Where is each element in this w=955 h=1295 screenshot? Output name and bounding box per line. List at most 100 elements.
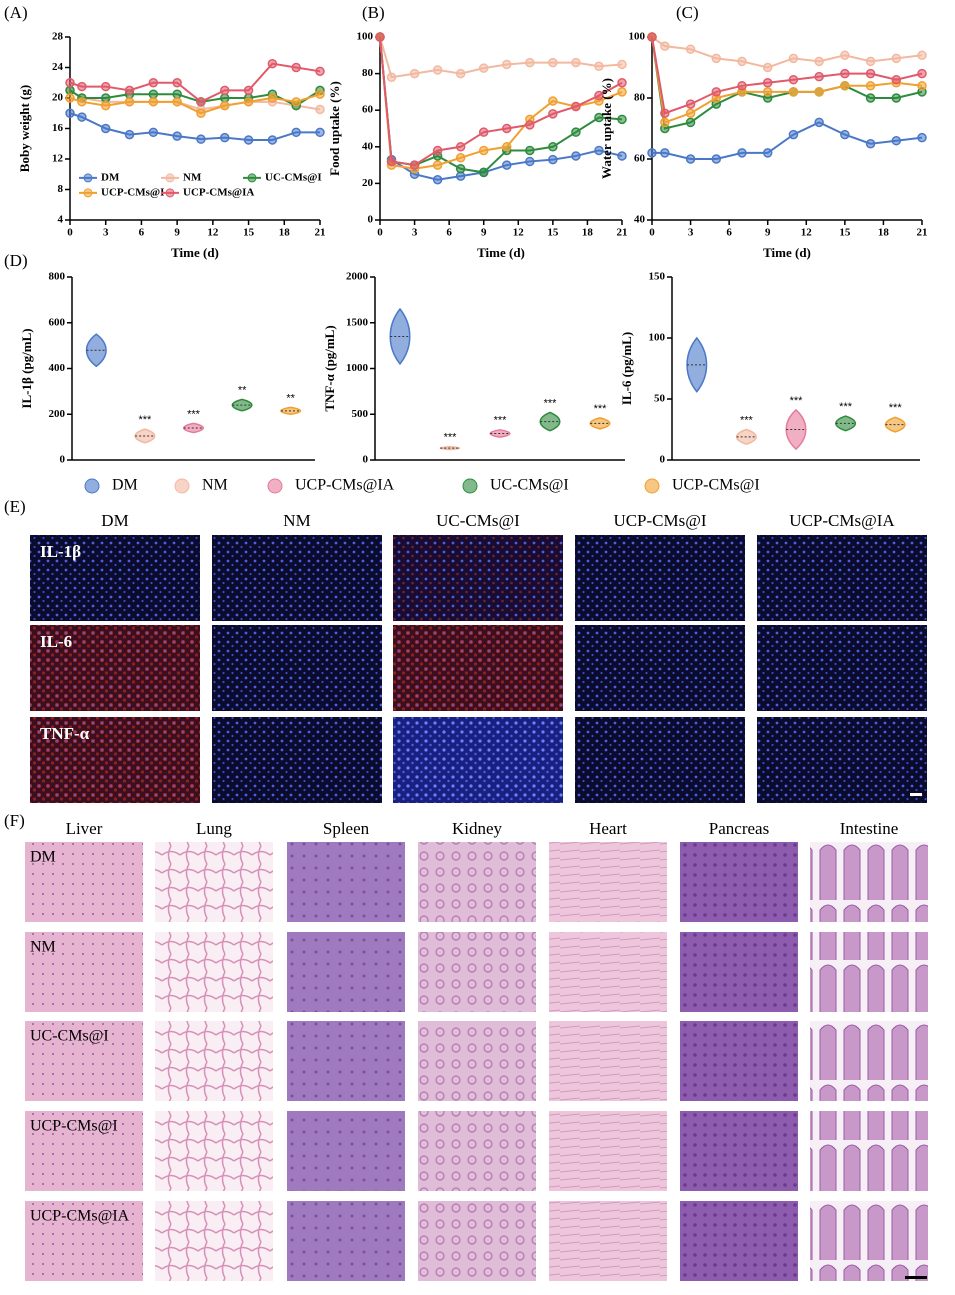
data-point xyxy=(548,96,558,106)
data-point xyxy=(478,127,489,137)
histology-image xyxy=(810,1111,928,1191)
data-point xyxy=(840,81,850,91)
y-tick-label: 500 xyxy=(352,408,369,420)
histology-image xyxy=(418,842,536,922)
data-point xyxy=(148,97,159,107)
significance: *** xyxy=(138,414,152,426)
panel-label: (C) xyxy=(676,3,699,22)
data-point xyxy=(478,63,489,73)
y-axis-title: Water uptake (%) xyxy=(599,78,614,179)
histology-image xyxy=(155,1201,273,1281)
fluorescence-image xyxy=(212,625,382,711)
x-tick-label: 0 xyxy=(649,227,655,239)
significance: ** xyxy=(286,392,295,404)
legend-marker xyxy=(174,478,190,494)
data-point xyxy=(196,108,206,118)
histology-image xyxy=(25,1201,143,1281)
y-tick-label: 20 xyxy=(52,92,64,104)
y-tick-label: 50 xyxy=(654,393,666,405)
histology-image xyxy=(287,932,405,1012)
legend-label: DM xyxy=(101,171,120,183)
y-tick-label: 40 xyxy=(634,214,646,226)
x-axis-title: Time (d) xyxy=(171,245,219,260)
x-tick-label: 21 xyxy=(617,227,628,239)
data-point xyxy=(891,135,902,146)
data-point xyxy=(243,97,254,107)
data-point xyxy=(660,148,670,158)
legend-marker xyxy=(83,188,93,198)
data-point xyxy=(375,32,385,42)
significance: *** xyxy=(187,408,201,420)
y-axis-title: IL-1β (pg/mL) xyxy=(19,328,34,408)
histology-image xyxy=(155,1111,273,1191)
histology-image xyxy=(25,1111,143,1191)
panel-label: (A) xyxy=(4,3,28,22)
data-point xyxy=(100,93,111,103)
data-point xyxy=(571,127,581,137)
data-point xyxy=(124,129,135,140)
legend-marker xyxy=(247,173,257,183)
panel-label: (F) xyxy=(4,811,25,830)
y-axis-title: Boby weight (g) xyxy=(17,85,32,172)
data-point xyxy=(865,68,876,79)
data-point xyxy=(291,127,301,138)
x-tick-label: 12 xyxy=(513,227,525,239)
data-point xyxy=(525,145,535,156)
data-point xyxy=(100,100,111,111)
row-label: IL-6 xyxy=(40,632,72,651)
data-point xyxy=(737,56,747,67)
y-tick-label: 20 xyxy=(362,177,374,189)
legend-label: UCP-CMs@IA xyxy=(295,477,395,494)
data-point xyxy=(865,93,876,103)
data-point xyxy=(525,120,535,130)
data-point xyxy=(548,154,558,165)
data-point xyxy=(814,56,824,67)
column-header: Pancreas xyxy=(709,819,769,838)
histology-image xyxy=(810,1201,928,1281)
legend-marker xyxy=(165,188,175,198)
data-point xyxy=(525,57,535,68)
data-point xyxy=(891,53,902,64)
x-axis-title: Time (d) xyxy=(477,245,525,260)
data-point xyxy=(196,97,206,107)
data-point xyxy=(594,61,604,72)
histology-image xyxy=(25,1021,143,1101)
data-point xyxy=(220,132,230,143)
data-point xyxy=(548,142,558,152)
x-tick-label: 21 xyxy=(315,227,326,239)
series-line xyxy=(379,36,623,167)
data-point xyxy=(432,160,443,170)
y-tick-label: 600 xyxy=(49,316,66,328)
x-tick-label: 12 xyxy=(801,227,813,239)
fluorescence-image xyxy=(575,535,745,621)
data-point xyxy=(917,132,927,143)
data-point xyxy=(196,134,206,144)
y-tick-label: 16 xyxy=(52,122,64,134)
fluorescence-image xyxy=(393,625,563,711)
x-tick-label: 18 xyxy=(279,227,291,239)
data-point xyxy=(840,68,850,79)
data-point xyxy=(77,97,87,107)
data-point xyxy=(100,123,111,134)
significance: ** xyxy=(238,384,247,396)
data-point xyxy=(502,142,512,152)
y-tick-label: 4 xyxy=(58,214,64,226)
row-label: IL-1β xyxy=(40,542,81,561)
y-tick-label: 150 xyxy=(649,271,666,283)
data-point xyxy=(77,81,87,92)
data-point xyxy=(502,160,512,170)
fluorescence-image xyxy=(757,535,927,621)
legend-label: NM xyxy=(183,171,202,183)
significance: *** xyxy=(740,414,754,426)
data-point xyxy=(65,93,75,103)
histology-image xyxy=(25,842,143,922)
data-point xyxy=(685,44,696,54)
data-point xyxy=(455,153,466,163)
series-line xyxy=(652,121,923,160)
y-axis-title: TNF-α (pg/mL) xyxy=(322,325,337,411)
histology-image xyxy=(418,1201,536,1281)
panel-label: (B) xyxy=(362,3,385,22)
x-tick-label: 0 xyxy=(377,227,383,239)
data-point xyxy=(548,57,558,68)
legend-label: DM xyxy=(112,477,138,494)
